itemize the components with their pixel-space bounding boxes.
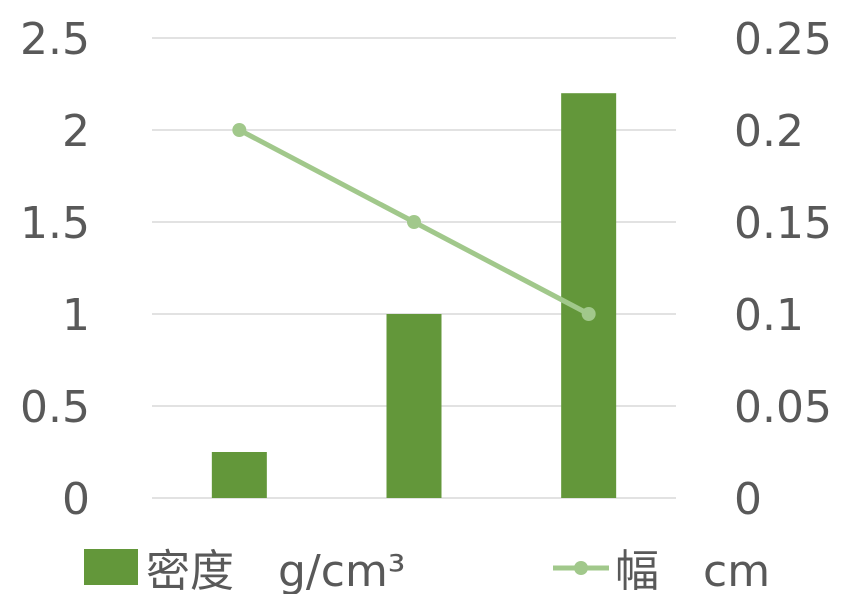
left-tick-label: 0.5 [20,382,90,433]
bar-density [561,93,617,498]
left-axis-ticks: 0 0.5 1 1.5 2 2.5 [20,14,90,525]
right-axis-ticks: 0 0.05 0.1 0.15 0.2 0.25 [734,14,832,525]
legend: 密度 g/cm³ 幅 cm [84,546,770,594]
right-tick-label: 0 [734,474,762,525]
left-tick-label: 2 [62,106,90,157]
right-tick-label: 0.2 [734,106,804,157]
legend-swatch-width-marker [574,561,588,575]
bar-density [386,314,442,498]
legend-label-density: 密度 g/cm³ [146,546,405,594]
line-point-width [407,215,421,229]
bar-density [211,452,267,498]
right-tick-label: 0.15 [734,198,832,249]
right-tick-label: 0.05 [734,382,832,433]
legend-label-width: 幅 cm [615,546,770,594]
left-tick-label: 2.5 [20,14,90,65]
bar-series [211,93,617,498]
left-tick-label: 1 [62,290,90,341]
line-point-width [232,123,247,137]
left-tick-label: 0 [62,474,90,525]
right-tick-label: 0.25 [734,14,832,65]
right-tick-label: 0.1 [734,290,804,341]
line-series [232,123,596,321]
line-point-width [581,307,596,321]
legend-swatch-density [84,549,138,585]
left-tick-label: 1.5 [20,198,90,249]
